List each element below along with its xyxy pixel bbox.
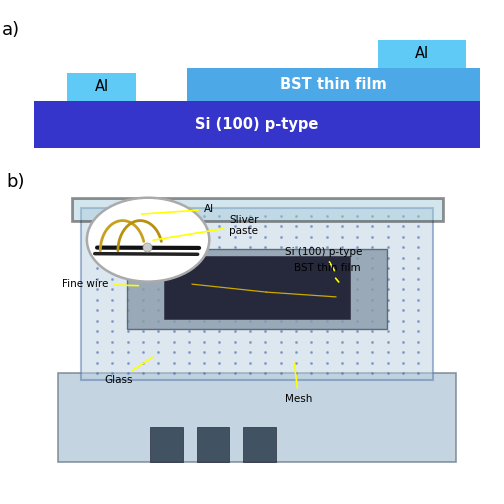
- Text: BST thin film: BST thin film: [294, 263, 361, 282]
- Polygon shape: [81, 208, 433, 380]
- Text: Al: Al: [142, 205, 214, 215]
- FancyBboxPatch shape: [67, 73, 137, 101]
- Polygon shape: [57, 373, 457, 462]
- Text: BST thin film: BST thin film: [280, 77, 387, 92]
- Polygon shape: [72, 199, 443, 221]
- Text: Glass: Glass: [104, 357, 153, 385]
- Circle shape: [87, 198, 209, 282]
- Polygon shape: [164, 256, 350, 319]
- Text: a): a): [2, 21, 20, 39]
- FancyBboxPatch shape: [34, 101, 480, 148]
- Text: Mesh: Mesh: [285, 363, 312, 404]
- FancyBboxPatch shape: [197, 427, 229, 462]
- FancyBboxPatch shape: [377, 40, 466, 68]
- FancyBboxPatch shape: [243, 427, 276, 462]
- Text: Sliver
paste: Sliver paste: [153, 215, 259, 240]
- Polygon shape: [127, 249, 387, 329]
- Text: Si (100) p-type: Si (100) p-type: [285, 247, 362, 271]
- Text: b): b): [7, 173, 25, 191]
- FancyBboxPatch shape: [187, 68, 480, 101]
- Text: Al: Al: [415, 46, 429, 61]
- Text: Si (100) p-type: Si (100) p-type: [196, 117, 319, 132]
- Text: Fine wire: Fine wire: [62, 279, 138, 289]
- FancyBboxPatch shape: [150, 427, 183, 462]
- Text: Al: Al: [95, 80, 109, 94]
